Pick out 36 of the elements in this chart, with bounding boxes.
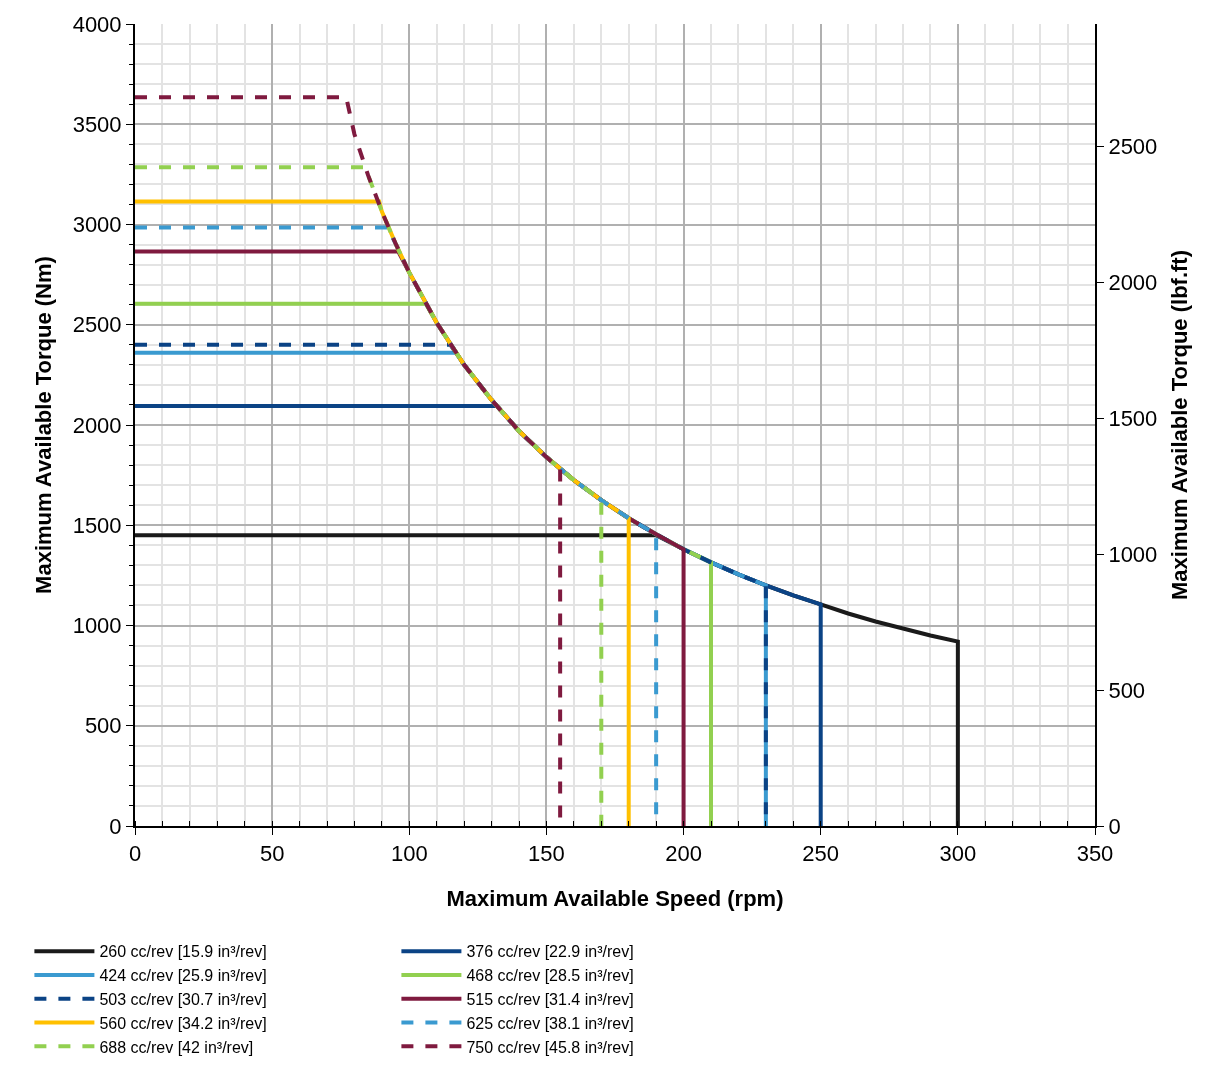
y-tick-label: 2000: [72, 412, 122, 438]
legend-label: 625 cc/rev [38.1 in³/rev]: [466, 1014, 634, 1032]
y-axis-title: Maximum Available Torque (Nm): [30, 256, 56, 594]
y-tick-label: 4000: [72, 11, 122, 37]
legend-label: 424 cc/rev [25.9 in³/rev]: [99, 967, 267, 985]
y2-tick-label: 0: [1108, 813, 1121, 839]
x-tick-label: 100: [390, 841, 428, 867]
legend-label: 260 cc/rev [15.9 in³/rev]: [99, 943, 267, 961]
x-tick-label: 250: [802, 841, 840, 867]
y-tick-label: 0: [109, 813, 122, 839]
x-tick-label: 300: [939, 841, 977, 867]
y-tick-label: 1000: [72, 613, 122, 639]
legend-label: 515 cc/rev [31.4 in³/rev]: [466, 991, 634, 1009]
y2-tick-label: 500: [1108, 677, 1146, 703]
x-tick-label: 0: [128, 841, 142, 867]
y-tick-label: 3500: [72, 111, 122, 137]
y-tick-label: 500: [84, 713, 122, 739]
y-tick-label: 2500: [72, 312, 122, 338]
y2-tick-label: 2000: [1108, 269, 1158, 295]
legend-label: 688 cc/rev [42 in³/rev]: [99, 1038, 254, 1056]
x-axis-title: Maximum Available Speed (rpm): [446, 885, 784, 911]
legend-label: 503 cc/rev [30.7 in³/rev]: [99, 991, 267, 1009]
legend-label: 750 cc/rev [45.8 in³/rev]: [466, 1038, 634, 1056]
y2-tick-label: 2500: [1108, 134, 1158, 160]
x-tick-label: 350: [1076, 841, 1114, 867]
y2-axis-title: Maximum Available Torque (lbf.ft): [1166, 250, 1192, 600]
y-tick-label: 1500: [72, 512, 122, 538]
x-tick-label: 50: [259, 841, 285, 867]
x-tick-label: 200: [665, 841, 702, 867]
y2-tick-label: 1000: [1108, 541, 1158, 567]
legend-label: 468 cc/rev [28.5 in³/rev]: [466, 967, 634, 985]
x-tick-label: 150: [528, 841, 565, 867]
y2-tick-label: 1500: [1108, 405, 1158, 431]
legend-label: 376 cc/rev [22.9 in³/rev]: [466, 943, 634, 961]
legend-label: 560 cc/rev [34.2 in³/rev]: [99, 1014, 267, 1032]
y-tick-label: 3000: [72, 212, 122, 238]
